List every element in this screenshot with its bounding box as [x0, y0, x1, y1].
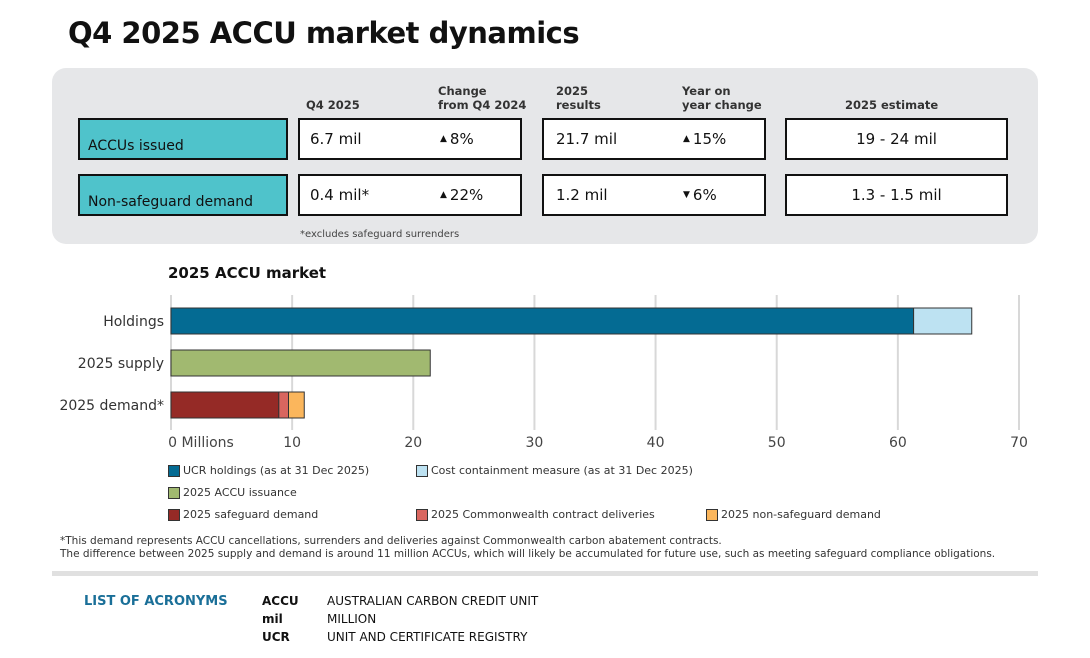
bar-segment: [278, 391, 290, 419]
header-q4: Q4 2025: [306, 98, 360, 112]
x-tick-label: 70: [1010, 435, 1028, 451]
x-tick-label: 50: [768, 435, 786, 451]
yoy-change: 6%: [692, 186, 717, 204]
acronym-full: MILLION: [327, 612, 377, 626]
x-tick-label: 30: [526, 435, 544, 451]
legend-swatch: [168, 486, 180, 499]
category-label: 2025 supply: [78, 356, 164, 372]
divider: [52, 571, 1038, 576]
results-cell: 21.7 mil ▲ 15%: [542, 118, 766, 160]
bar-chart: 0 Millions 10 20 30 40 50 60 70 Holdings 2025 sup…: [59, 295, 1028, 451]
table-note: *excludes safeguard surrenders: [300, 229, 460, 240]
header-yoy-l2: year change: [682, 98, 762, 112]
legend-item: 2025 non-safeguard demand: [706, 508, 881, 521]
acronym-abbr: ACCU: [262, 594, 299, 608]
legend-swatch: [416, 464, 428, 477]
bar-segment: [170, 391, 280, 419]
q4-value: 0.4 mil*: [310, 186, 370, 204]
header-change: Change from Q4 2024: [438, 84, 526, 112]
legend-swatch: [706, 508, 718, 521]
header-results: 2025 results: [556, 84, 601, 112]
legend-item: 2025 ACCU issuance: [168, 486, 297, 499]
results-value: 1.2 mil: [556, 186, 608, 204]
page-title: Q4 2025 ACCU market dynamics: [68, 16, 580, 50]
header-change-l1: Change: [438, 84, 487, 98]
bar-segment: [170, 349, 431, 377]
x-tick-label: 60: [889, 435, 907, 451]
acronym-full: UNIT AND CERTIFICATE REGISTRY: [327, 630, 528, 644]
footnote-line1: *This demand represents ACCU cancellatio…: [60, 535, 722, 547]
row-label: ACCUs issued: [78, 118, 288, 160]
category-label: Holdings: [103, 314, 164, 330]
results-cell: 1.2 mil ▼ 6%: [542, 174, 766, 216]
bar-segment: [170, 307, 915, 335]
up-arrow-icon: ▲: [683, 134, 690, 144]
acronym-abbr: mil: [262, 612, 283, 626]
up-arrow-icon: ▲: [440, 190, 447, 200]
legend-label: 2025 safeguard demand: [183, 508, 319, 521]
up-arrow-icon: ▲: [440, 134, 447, 144]
footnote-line2: The difference between 2025 supply and d…: [60, 548, 996, 560]
header-estimate: 2025 estimate: [845, 98, 939, 112]
x-tick-label: 40: [647, 435, 665, 451]
q4-change: 22%: [449, 186, 484, 204]
header-yoy-l1: Year on: [682, 84, 731, 98]
legend-item: 2025 Commonwealth contract deliveries: [416, 508, 655, 521]
header-results-l1: 2025: [556, 84, 589, 98]
x-tick-label: 0 Millions: [168, 435, 234, 451]
acronym-abbr: UCR: [262, 630, 290, 644]
row-label: Non-safeguard demand: [78, 174, 288, 216]
q4-cell: 6.7 mil ▲ 8%: [298, 118, 522, 160]
estimate-cell: 19 - 24 mil: [785, 118, 1008, 160]
yoy-change: 15%: [692, 130, 727, 148]
legend-label: Cost containment measure (as at 31 Dec 2…: [431, 464, 693, 477]
legend-item: Cost containment measure (as at 31 Dec 2…: [416, 464, 693, 477]
acronyms-heading: LIST OF ACRONYMS: [84, 594, 228, 609]
acronym-full: AUSTRALIAN CARBON CREDIT UNIT: [327, 594, 539, 608]
header-yoy: Year on year change: [682, 84, 762, 112]
x-tick-label: 20: [404, 435, 422, 451]
legend-label: 2025 Commonwealth contract deliveries: [431, 508, 655, 521]
legend-item: 2025 safeguard demand: [168, 508, 318, 521]
results-value: 21.7 mil: [556, 130, 618, 148]
chart-legend: UCR holdings (as at 31 Dec 2025) Cost con…: [168, 464, 928, 524]
category-label: 2025 demand*: [59, 398, 164, 414]
q4-value: 6.7 mil: [310, 130, 362, 148]
estimate-value: 19 - 24 mil: [856, 130, 937, 148]
legend-swatch: [416, 508, 428, 521]
bar-segment: [288, 391, 305, 419]
header-change-l2: from Q4 2024: [438, 98, 527, 112]
q4-change: 8%: [449, 130, 474, 148]
down-arrow-icon: ▼: [683, 190, 690, 200]
legend-swatch: [168, 508, 180, 521]
estimate-cell: 1.3 - 1.5 mil: [785, 174, 1008, 216]
legend-label: UCR holdings (as at 31 Dec 2025): [183, 464, 370, 477]
header-results-l2: results: [556, 98, 601, 112]
legend-label: 2025 ACCU issuance: [183, 486, 297, 499]
q4-cell: 0.4 mil* ▲ 22%: [298, 174, 522, 216]
estimate-value: 1.3 - 1.5 mil: [851, 186, 942, 204]
bar-segment: [913, 307, 973, 335]
legend-item: UCR holdings (as at 31 Dec 2025): [168, 464, 369, 477]
legend-swatch: [168, 464, 180, 477]
x-tick-label: 10: [283, 435, 301, 451]
chart-title: 2025 ACCU market: [168, 264, 327, 282]
legend-label: 2025 non-safeguard demand: [721, 508, 881, 521]
